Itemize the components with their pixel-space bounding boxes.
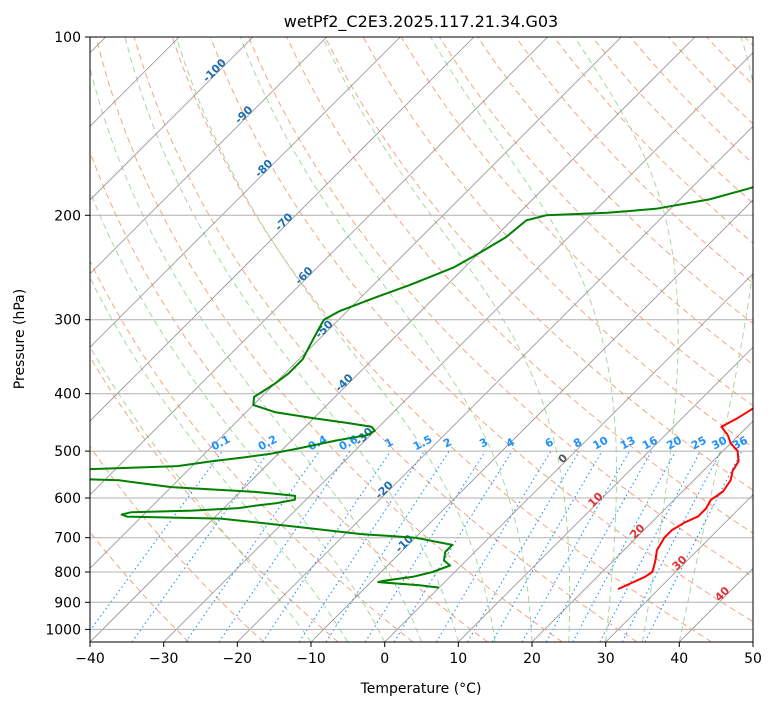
isotherm-line xyxy=(90,37,475,422)
y-tick-label: 900 xyxy=(54,595,81,611)
x-tick-label: 20 xyxy=(523,651,541,667)
isotherm-line xyxy=(310,199,753,642)
y-tick-label: 400 xyxy=(54,387,81,403)
mixing-ratio-line xyxy=(599,450,701,642)
mixing-ratio-label: 30 xyxy=(710,434,730,453)
y-axis-label: Pressure (hPa) xyxy=(12,289,28,389)
isotherm-line xyxy=(384,273,753,642)
plot-area: 0.1 0.2 0.4 0.6 1 1.5 2 3 4 6 8 10 13 16 20 25 30 36-100-… xyxy=(90,37,753,642)
x-tick-label: 30 xyxy=(597,651,615,667)
x-tick-label: −10 xyxy=(296,651,326,667)
y-axis-ticks: 100 200 300 400 500 600 700 800 900 1000 xyxy=(45,30,90,638)
isotherm-line xyxy=(605,494,753,642)
dry-adiabat-line xyxy=(90,445,264,642)
mixing-ratio-line xyxy=(467,450,580,642)
dry-adiabat-line xyxy=(171,37,712,642)
dry-adiabat-line xyxy=(210,37,753,623)
moist-adiabat-line xyxy=(90,65,422,642)
mixing-ratio-label: 20 xyxy=(664,434,684,453)
mixing-ratio-line xyxy=(572,450,677,642)
x-tick-label: 50 xyxy=(744,651,762,667)
dry-adiabat-line xyxy=(248,37,753,578)
moist-adiabat-line xyxy=(90,276,349,642)
mixing-ratio-line xyxy=(262,450,392,642)
y-tick-label: 700 xyxy=(54,531,81,547)
mixing-ratio-line xyxy=(298,450,425,642)
y-tick-label: 1000 xyxy=(45,622,81,638)
x-tick-label: −20 xyxy=(223,651,253,667)
isotherm-line xyxy=(237,125,753,642)
dry-adiabat-line xyxy=(286,37,753,534)
dry-adiabat-line xyxy=(95,37,563,642)
isotherm-line xyxy=(531,420,753,642)
x-axis-label: Temperature (°C) xyxy=(360,681,482,697)
mixing-ratio-label: 13 xyxy=(618,434,638,453)
x-tick-label: −30 xyxy=(149,651,179,667)
moist-adiabat-line xyxy=(322,37,571,642)
isotherm-line xyxy=(458,346,753,642)
moist-adiabat-line xyxy=(90,189,386,642)
isotherm-line xyxy=(163,52,753,642)
moist-adiabat-line xyxy=(430,37,617,642)
dry-adiabat-line xyxy=(90,259,414,642)
moist-adiabat-line xyxy=(678,37,753,642)
y-tick-label: 200 xyxy=(54,208,81,224)
isotherms xyxy=(90,37,753,642)
dry-adiabat-line xyxy=(133,37,638,642)
y-tick-label: 100 xyxy=(54,30,81,46)
mixing-ratio-line xyxy=(218,450,351,642)
isotherm-line xyxy=(90,37,622,569)
isotherm-line xyxy=(90,37,254,201)
isotherm-line xyxy=(90,37,696,642)
chart-title: wetPf2_C2E3.2025.117.21.34.G03 xyxy=(284,12,558,32)
isotherm-line xyxy=(90,37,327,275)
plot-frame xyxy=(89,36,754,643)
temperature-profile-line xyxy=(617,407,753,591)
mixing-ratio-line xyxy=(325,450,450,642)
dry-adiabat-line xyxy=(515,37,753,284)
isobars xyxy=(90,37,753,630)
mixing-ratio-lines xyxy=(90,450,743,642)
y-tick-label: 500 xyxy=(54,444,81,460)
mixing-ratio-line xyxy=(185,450,320,642)
dry-adiabat-line xyxy=(324,37,753,491)
y-tick-label: 300 xyxy=(54,313,81,329)
mixing-ratio-line xyxy=(364,450,486,642)
y-tick-label: 600 xyxy=(54,491,81,507)
y-tick-label: 800 xyxy=(54,565,81,581)
mixing-ratio-label: 25 xyxy=(689,434,709,453)
isotherm-line xyxy=(90,37,548,496)
moist-adiabat-line xyxy=(124,37,459,642)
x-tick-label: 10 xyxy=(449,651,467,667)
x-tick-label: −40 xyxy=(75,651,105,667)
x-tick-label: 40 xyxy=(670,651,688,667)
profile-series xyxy=(90,186,753,591)
mixing-ratio-label: 10 xyxy=(591,434,611,453)
x-axis-ticks: −40 −30 −20 −10 0 10 20 30 40 50 xyxy=(75,642,762,667)
mixing-ratio-label: 16 xyxy=(640,434,660,453)
moist-adiabat-line xyxy=(574,37,679,642)
isotherm-line xyxy=(90,37,401,348)
moist-adiabat-line xyxy=(239,37,533,642)
dewpoint-profile-line xyxy=(90,186,753,589)
x-tick-label: 0 xyxy=(380,651,389,667)
moist-adiabat-line xyxy=(175,37,496,642)
mixing-ratio-line xyxy=(435,450,552,642)
